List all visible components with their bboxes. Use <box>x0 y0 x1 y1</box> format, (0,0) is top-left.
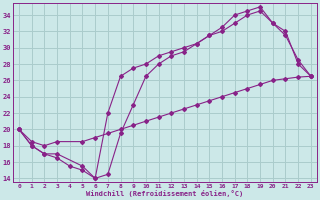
X-axis label: Windchill (Refroidissement éolien,°C): Windchill (Refroidissement éolien,°C) <box>86 190 244 197</box>
